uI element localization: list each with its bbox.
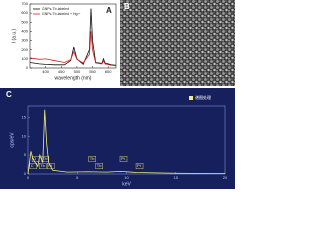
y-tick-label: 5 [24, 152, 27, 157]
sem-image [120, 0, 235, 86]
element-label: Tb [90, 156, 95, 161]
x-tick-label: 20 [223, 175, 228, 180]
element-box [119, 155, 128, 162]
legend-label: GNPs-Tb-labeled [42, 7, 69, 11]
element-label: Pt [121, 156, 126, 161]
panel-label: B [124, 2, 130, 11]
panel-label: C [6, 90, 12, 99]
y-axis-label: I (a.u.) [11, 28, 17, 43]
series-line [29, 8, 117, 66]
element-box [41, 155, 49, 162]
series-line [29, 31, 117, 67]
element-box [95, 162, 103, 169]
x-tick-label: 0 [27, 175, 30, 180]
element-box [29, 162, 37, 169]
element-label: O [33, 156, 36, 161]
panel-label: A [106, 6, 112, 15]
element-box [88, 155, 96, 162]
y-tick-label: 200 [21, 47, 28, 52]
y-tick-label: 0 [26, 65, 29, 70]
plot-area [27, 105, 226, 175]
series-line [27, 109, 226, 175]
element-label: C [31, 163, 34, 168]
x-tick-label: 600 [105, 69, 112, 74]
x-tick-label: 500 [74, 69, 81, 74]
element-label: Pt [137, 163, 142, 168]
y-axis-label: cps/eV [9, 132, 15, 148]
element-box [39, 162, 47, 169]
element-box [135, 162, 144, 169]
element-box [31, 155, 40, 162]
plot-area [29, 3, 117, 69]
x-tick-label: 550 [89, 69, 96, 74]
x-axis-label: wavelength (nm) [55, 75, 92, 81]
legend-swatch [189, 96, 193, 100]
y-tick-label: 10 [22, 133, 27, 138]
y-tick-label: 400 [21, 28, 28, 33]
y-tick-label: 500 [21, 19, 28, 24]
y-tick-label: 0 [24, 171, 27, 176]
y-tick-label: 700 [21, 1, 28, 6]
x-tick-label: 450 [58, 69, 65, 74]
y-tick-label: 100 [21, 56, 28, 61]
element-label: Tb [40, 163, 45, 168]
y-tick-label: 600 [21, 10, 28, 15]
y-tick-label: 15 [22, 114, 27, 119]
x-axis-label: keV [122, 181, 131, 187]
x-tick-label: 10 [124, 175, 129, 180]
element-label: Tb [43, 156, 48, 161]
x-tick-label: 5 [76, 175, 79, 180]
legend-label: 谱图处理 [195, 94, 211, 100]
element-label: Pt [48, 163, 53, 168]
element-label: Tb [97, 163, 102, 168]
x-tick-label: 400 [42, 69, 49, 74]
element-box [46, 162, 55, 169]
legend-label: GNPs-Tb-labeled + Hg²⁺ [42, 12, 81, 16]
y-tick-label: 300 [21, 38, 28, 43]
x-tick-label: 15 [174, 175, 179, 180]
